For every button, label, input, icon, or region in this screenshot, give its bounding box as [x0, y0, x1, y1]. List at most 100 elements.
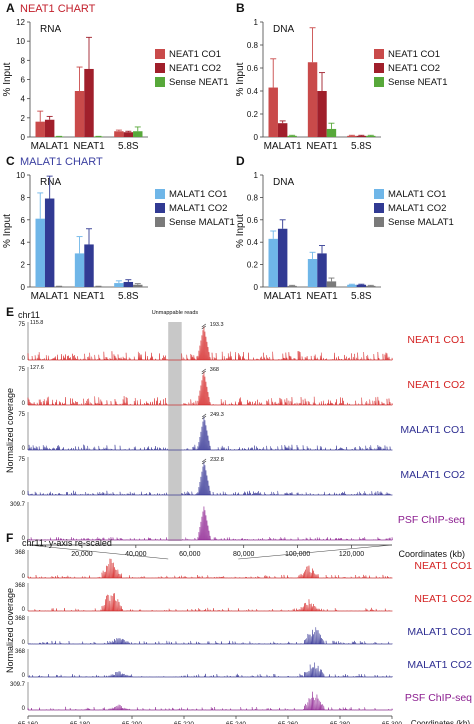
y-tick-label: 1: [254, 18, 259, 27]
bar-5.8S-Sense-NEAT1: [133, 131, 143, 137]
track-F-NEAT1-CO1: 368 0 NEAT1 CO1: [15, 550, 472, 580]
track-ymin: 0: [22, 356, 26, 362]
track-E-MALAT1-CO1: 75 0 249.3 MALAT1 CO1: [18, 412, 465, 452]
track-E-NEAT1-CO2: 75 0 127.6 368 NEAT1 CO2: [18, 365, 465, 407]
track-ymin: 0: [22, 536, 26, 542]
legend-swatch: [374, 189, 384, 199]
bar-5.8S-NEAT1-CO1: [114, 131, 124, 137]
bar-5.8S-MALAT1-CO1: [114, 283, 124, 287]
bar-NEAT1-NEAT1-CO2: [317, 91, 327, 137]
bar-NEAT1-MALAT1-CO1: [307, 259, 318, 287]
track-ymax: 368: [15, 649, 26, 655]
y-tick-label: 0.4: [247, 87, 259, 96]
track-name: PSF ChIP-seq: [398, 514, 465, 526]
category-label: 5.8S: [351, 141, 372, 152]
y-tick-label: 0: [254, 283, 259, 292]
y-tick-label: 6: [21, 216, 26, 225]
coverage-signal: [27, 662, 393, 678]
legend-swatch: [155, 189, 165, 199]
track-F-MALAT1-CO1: 368 0 MALAT1 CO1: [15, 616, 472, 646]
bar-NEAT1-MALAT1-CO1: [74, 253, 85, 287]
x-tick-label: 65,220: [174, 721, 194, 724]
category-label: MALAT1: [264, 141, 303, 152]
track-F-PSF-ChIP-seq: 309.7 0 PSF ChIP-seq: [10, 682, 472, 712]
legend-swatch: [374, 63, 384, 73]
legend-label: Sense NEAT1: [388, 77, 448, 88]
y-tick-label: 10: [16, 171, 25, 180]
bar-5.8S-NEAT1-CO2: [356, 135, 367, 137]
legend-label: MALAT1 CO2: [388, 203, 446, 214]
legend-label: Sense MALAT1: [388, 217, 454, 228]
legend-label: MALAT1 CO1: [169, 189, 227, 200]
unmappable-region: [168, 322, 182, 541]
y-tick-label: 0: [21, 283, 26, 292]
y-tick-label: 0: [21, 133, 26, 142]
y-tick-label: 10: [16, 37, 25, 46]
track-name: NEAT1 CO2: [414, 593, 472, 605]
peak-label: 249.3: [210, 412, 224, 418]
y-tick-label: 12: [16, 18, 25, 27]
category-label: MALAT1: [264, 291, 303, 302]
y-tick-label: 0.6: [247, 216, 259, 225]
zoom-line-right: [238, 544, 393, 560]
track-ymax: 309.7: [10, 682, 26, 688]
track-E-MALAT1-CO2: 75 0 232.8 MALAT1 CO2: [18, 457, 465, 497]
category-label: NEAT1: [73, 141, 105, 152]
panel-subtitle: chr11; y-axis re-scaled: [22, 538, 112, 548]
track-ymax: 368: [15, 550, 26, 556]
x-tick-label: 65,180: [70, 721, 90, 724]
chromosome-label: chr11: [18, 310, 40, 320]
x-tick-label: 65,300: [382, 721, 402, 724]
track-ymax: 309.7: [10, 502, 26, 508]
track-ymin: 0: [22, 706, 26, 712]
y-tick-label: 0: [254, 133, 259, 142]
track-ymax: 368: [15, 583, 26, 589]
bar-5.8S-Sense-MALAT1: [366, 285, 376, 287]
coverage-signal: [27, 593, 393, 612]
track-ytop-label: 115.8: [30, 320, 43, 326]
bar-MALAT1-NEAT1-CO1: [35, 121, 45, 137]
y-tick-label: 0.6: [247, 64, 259, 73]
track-ymax: 75: [18, 412, 25, 418]
legend-label: Sense MALAT1: [169, 217, 235, 228]
coverage-signal: [27, 461, 393, 496]
y-tick-label: 6: [21, 76, 26, 85]
legend-swatch: [374, 203, 384, 213]
bar-NEAT1-NEAT1-CO2: [84, 68, 94, 137]
bar-NEAT1-NEAT1-CO1: [307, 62, 318, 137]
y-axis-label: Normalized coverage: [5, 588, 15, 673]
legend-label: MALAT1 CO1: [388, 189, 446, 200]
track-F-NEAT1-CO2: 368 0 NEAT1 CO2: [15, 583, 472, 613]
axis-break-icon: [201, 323, 206, 330]
y-tick-label: 0.8: [247, 41, 259, 50]
track-ymin: 0: [22, 574, 26, 580]
panel-letter: D: [236, 154, 245, 168]
x-tick-label: 65,160: [18, 721, 38, 724]
legend-label: NEAT1 CO2: [388, 63, 440, 74]
track-E-PSF-ChIP-seq: 309.7 0 PSF ChIP-seq: [10, 502, 465, 542]
panel-letter: A: [6, 1, 15, 15]
track-ymin: 0: [22, 491, 26, 497]
bar-5.8S-Sense-MALAT1: [133, 284, 143, 287]
x-tick-label: 20,000: [71, 551, 93, 558]
track-ymin: 0: [22, 446, 26, 452]
x-tick-label: 65,240: [226, 721, 246, 724]
y-tick-label: 2: [21, 261, 26, 270]
legend-label: NEAT1 CO1: [388, 49, 440, 60]
x-tick-label: 40,000: [125, 551, 147, 558]
track-name: MALAT1 CO1: [400, 424, 465, 436]
bar-5.8S-NEAT1-CO2: [123, 132, 134, 137]
track-name: MALAT1 CO1: [407, 626, 472, 638]
track-name: NEAT1 CO2: [407, 379, 465, 391]
y-axis-label: % Input: [2, 214, 13, 248]
x-tick-label: 65,280: [330, 721, 350, 724]
y-tick-label: 1: [254, 171, 259, 180]
y-tick-label: 2: [21, 114, 26, 123]
y-tick-label: 4: [21, 95, 26, 104]
category-label: NEAT1: [73, 291, 105, 302]
coverage-signal: [27, 371, 393, 406]
track-E-NEAT1-CO1: 75 0 115.8 193.3 NEAT1 CO1: [18, 320, 465, 362]
y-tick-label: 0.4: [247, 238, 259, 247]
